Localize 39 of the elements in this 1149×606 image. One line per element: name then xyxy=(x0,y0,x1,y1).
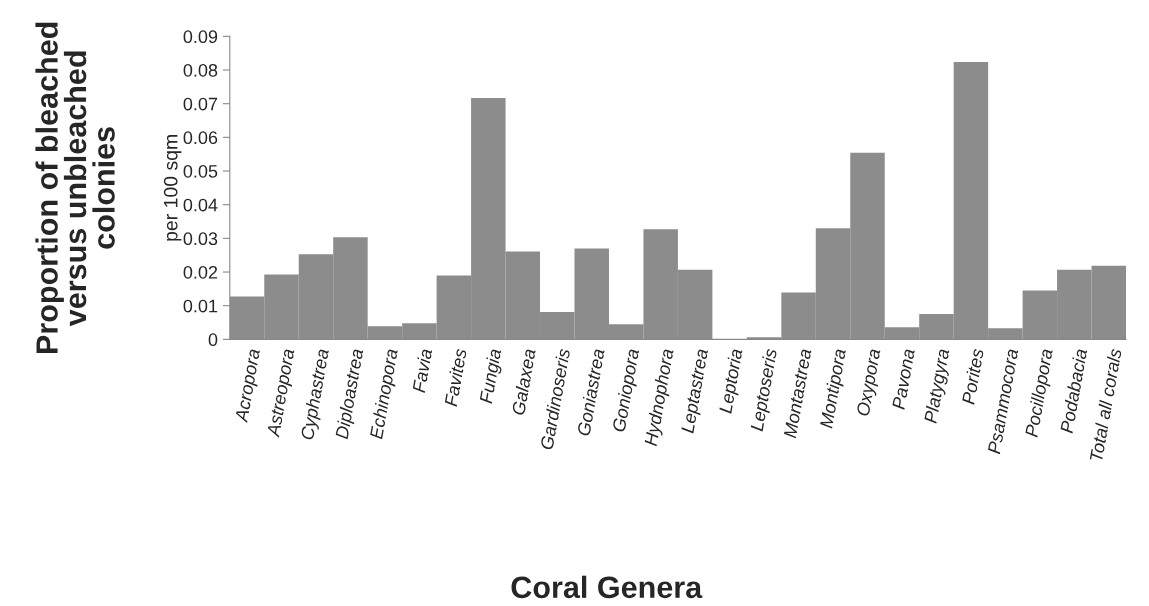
x-axis-title: Coral Genera xyxy=(511,575,703,599)
x-tick-label: Montipora xyxy=(819,348,850,430)
x-tick-label: Goniastrea xyxy=(576,348,605,437)
x-tick-label: Psammocora xyxy=(987,348,1019,455)
x-tick-label: Gardinoseris xyxy=(539,348,571,450)
x-tick-label: Leptoria xyxy=(718,348,747,415)
x-tick-label: Total all corals xyxy=(1089,348,1122,462)
x-tick-label: Leptoseris xyxy=(749,348,781,433)
x-tick-label: Platygyra xyxy=(923,348,953,425)
x-tick-label: Hydnophora xyxy=(643,348,678,447)
x-tick-label: Oxypora xyxy=(856,348,884,417)
y-tick-label: 0.05 xyxy=(183,164,218,178)
x-tick-label: Diploastrea xyxy=(334,348,367,440)
x-tick-label: Podabacia xyxy=(1059,348,1088,434)
y-tick-label: 0.01 xyxy=(183,299,218,313)
x-tick-label: Porites xyxy=(961,348,984,405)
x-tick-label: Cyphastrea xyxy=(300,348,333,441)
x-tick-label: Leptastrea xyxy=(681,348,712,435)
y-tick-label: 0.04 xyxy=(183,198,218,212)
x-tick-label: Goniopora xyxy=(611,348,643,433)
y-tick-label: 0.08 xyxy=(183,63,218,77)
y-tick-label: 0.02 xyxy=(183,265,218,279)
x-tick-label: Pocillopora xyxy=(1024,348,1057,439)
y-tick-label: 0.06 xyxy=(183,131,218,145)
x-tick-label: Echinopora xyxy=(369,348,402,441)
y-tick-label: 0.09 xyxy=(183,30,218,44)
x-tick-label: Montastrea xyxy=(783,348,812,439)
x-tick-label: Favites xyxy=(443,348,467,407)
y-tick-label: 0.03 xyxy=(183,232,218,246)
y-tick-label: 0.07 xyxy=(183,97,218,111)
x-tick-label: Fungia xyxy=(478,348,505,405)
x-tick-label: Galaxea xyxy=(511,348,536,416)
y-axis-title: Proportion of bleached versus unbleached colonies xyxy=(35,22,115,354)
x-tick-label: Favia xyxy=(411,348,433,393)
x-tick-label: Acropora xyxy=(234,348,264,424)
y-tick-label: 0 xyxy=(208,333,218,347)
x-tick-label: Astreopora xyxy=(266,348,298,439)
text: per 100 sqm xyxy=(163,135,182,241)
x-tick-label: Pavona xyxy=(892,348,915,410)
